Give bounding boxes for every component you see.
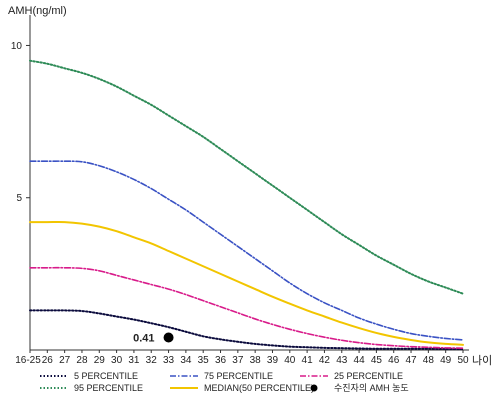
x-tick-label: 29 [94,355,106,366]
x-tick-label: 31 [128,355,140,366]
y-tick-label: 10 [11,41,23,52]
x-tick-label: 33 [163,355,175,366]
x-ticks: 16-25 26 27 28 29 30 31 32 33 34 35 36 37 38 39 40 41 42 4… [15,350,469,366]
legend-label-1: 75 PERCENTILE [204,371,273,381]
x-tick-label: 49 [440,355,452,366]
series-line-2 [29,266,464,349]
x-tick-label: 41 [302,355,314,366]
legend-label-2: 25 PERCENTILE [334,371,403,381]
series-line-0 [29,309,464,351]
x-tick-label: 45 [371,355,383,366]
legend-label-0: 5 PERCENTILE [74,371,138,381]
series-line-4 [29,220,464,346]
x-tick-label: 30 [111,355,123,366]
series-line-1 [29,160,464,341]
markers: 0.41 [133,332,174,345]
x-tick-label: 50 [457,355,469,366]
axes [29,15,469,351]
legend-swatch-marker [310,384,318,392]
legend-label-3: 95 PERCENTILE [74,383,143,393]
x-tick-label: 34 [180,355,192,366]
x-tick-label: 16-25 [15,355,41,366]
series-lines [29,59,464,351]
patient-amh-point [163,332,174,343]
y-axis-label: AMH(ng/ml) [8,5,67,17]
x-tick-label: 36 [215,355,227,366]
x-tick-label: 38 [250,355,262,366]
x-tick-label: 44 [354,355,366,366]
series-line-3 [29,59,464,295]
x-tick-label: 43 [336,355,348,366]
x-tick-label: 46 [388,355,400,366]
x-tick-label: 26 [42,355,54,366]
x-tick-label: 37 [232,355,244,366]
x-tick-label: 47 [405,355,417,366]
x-tick-label: 39 [267,355,279,366]
patient-amh-value: 0.41 [133,333,154,345]
x-tick-label: 27 [59,355,71,366]
x-tick-label: 42 [319,355,331,366]
legend-label-4: MEDIAN(50 PERCENTILE) [204,383,314,393]
x-axis-label: 나이 [472,354,492,367]
x-tick-label: 40 [284,355,296,366]
x-tick-label: 48 [423,355,435,366]
y-tick-label: 5 [16,193,22,204]
x-tick-label: 28 [76,355,88,366]
legend: 5 PERCENTILE 75 PERCENTILE 25 PERCENTILE 95… [40,371,409,393]
legend-label-marker: 수진자의 AMH 농도 [334,383,409,393]
x-tick-label: 32 [146,355,158,366]
x-tick-label: 35 [198,355,210,366]
y-ticks: 10 5 [11,41,30,204]
